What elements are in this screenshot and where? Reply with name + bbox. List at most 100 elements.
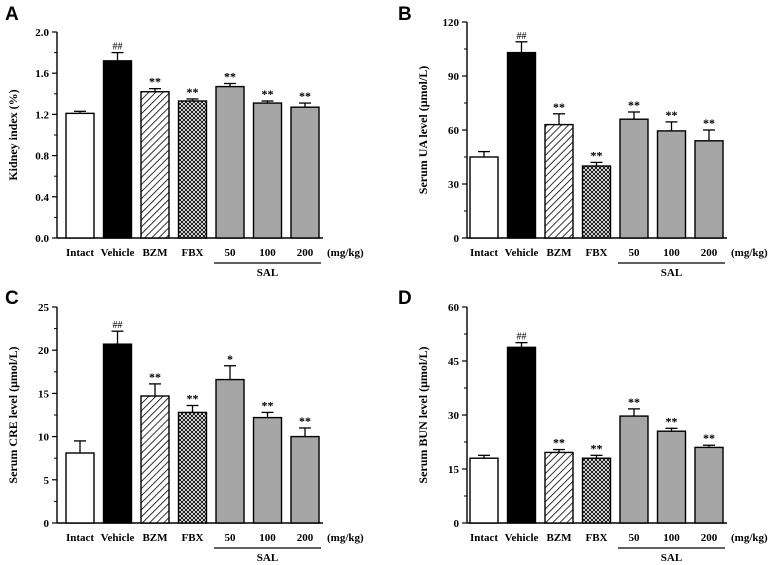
y-tick-label: 15 — [448, 464, 460, 476]
y-tick-label: 0.0 — [35, 233, 49, 245]
bar-200 — [290, 106, 320, 239]
category-label: Vehicle — [101, 532, 135, 544]
group-label: SAL — [661, 267, 682, 279]
significance-label: ** — [553, 100, 565, 114]
category-label: Intact — [66, 532, 94, 544]
y-axis-title: Serum UA level (μmol/L) — [416, 66, 430, 194]
bar-fbx — [581, 457, 612, 524]
significance-label: ## — [517, 31, 527, 42]
significance-label: * — [227, 352, 233, 366]
bar-intact — [65, 452, 95, 524]
y-axis-title: Serum BUN level (μmol/L) — [416, 346, 430, 483]
category-label: 100 — [259, 532, 276, 544]
bar-100 — [656, 130, 687, 239]
bar-bzm — [544, 451, 574, 524]
y-axis-title: Serum CRE level (μmol/L) — [6, 346, 20, 483]
y-tick-label: 5 — [44, 475, 50, 487]
group-label: SAL — [257, 552, 278, 564]
significance-label: ** — [299, 89, 311, 103]
panel-c: C Serum CRE level (μmol/L) 0 5 10 15 20 25 Intac… — [5, 288, 364, 564]
bar-bzm — [140, 395, 170, 524]
bar-bzm — [544, 123, 574, 239]
bar-fbx — [177, 411, 208, 524]
significance-label: ** — [591, 441, 603, 455]
significance-label: ** — [299, 414, 311, 428]
category-label: 100 — [663, 532, 680, 544]
y-tick-label: 90 — [448, 71, 460, 83]
category-label: FBX — [586, 532, 608, 544]
y-tick-label: 0 — [454, 518, 460, 530]
category-label: BZM — [546, 532, 572, 544]
significance-label: ** — [187, 85, 199, 99]
bar-200 — [290, 435, 320, 524]
category-label: FBX — [586, 247, 608, 259]
category-label: Intact — [470, 532, 498, 544]
y-axis-title: Kidney index (%) — [6, 89, 20, 180]
significance-label: ** — [703, 116, 715, 130]
bar-fbx — [581, 165, 612, 239]
significance-label: ** — [262, 398, 274, 412]
category-label: Intact — [470, 247, 498, 259]
unit-label: (mg/kg) — [327, 532, 364, 544]
significance-label: ** — [628, 395, 640, 409]
category-label: Vehicle — [101, 247, 135, 259]
unit-label: (mg/kg) — [731, 532, 768, 544]
significance-label: ** — [628, 98, 640, 112]
bar-bzm — [140, 91, 170, 239]
bar-vehicle — [102, 343, 133, 524]
category-label: 50 — [629, 532, 641, 544]
bar-intact — [469, 457, 499, 524]
group-label: SAL — [257, 267, 278, 279]
bar-200 — [694, 140, 724, 239]
bar-100 — [252, 416, 283, 524]
significance-label: ** — [666, 108, 678, 122]
significance-label: ** — [224, 70, 236, 84]
y-tick-label: 0.4 — [35, 192, 49, 204]
category-label: 200 — [701, 532, 718, 544]
y-tick-label: 15 — [38, 388, 50, 400]
panel-letter: C — [5, 288, 19, 309]
category-label: 200 — [297, 247, 314, 259]
y-tick-label: 0 — [44, 518, 50, 530]
category-label: 200 — [297, 532, 314, 544]
bar-100 — [252, 102, 283, 239]
significance-label: ** — [666, 414, 678, 428]
panel-letter: D — [398, 288, 412, 309]
bar-vehicle — [506, 346, 537, 524]
significance-label: ** — [187, 391, 199, 405]
significance-label: ** — [591, 148, 603, 162]
y-tick-label: 25 — [38, 302, 50, 314]
y-tick-label: 60 — [448, 302, 460, 314]
category-label: FBX — [182, 532, 204, 544]
bar-100 — [656, 430, 687, 524]
significance-label: ## — [517, 332, 527, 343]
y-tick-label: 10 — [38, 432, 50, 444]
panel-letter: A — [5, 4, 19, 25]
category-label: FBX — [182, 247, 204, 259]
category-label: 50 — [629, 247, 641, 259]
category-label: Vehicle — [505, 532, 539, 544]
y-tick-label: 1.6 — [35, 68, 49, 80]
y-tick-label: 30 — [448, 410, 460, 422]
y-tick-label: 0 — [454, 233, 460, 245]
category-label: 50 — [225, 247, 237, 259]
significance-label: ** — [553, 436, 565, 450]
panel-letter: B — [398, 4, 412, 25]
significance-label: ## — [113, 320, 123, 331]
panel-d: D Serum BUN level (μmol/L) 0 15 30 45 60 Intact… — [398, 288, 768, 564]
category-label: 100 — [259, 247, 276, 259]
bar-50 — [619, 118, 649, 239]
significance-label: ** — [149, 370, 161, 384]
bar-fbx — [177, 100, 208, 239]
group-label: SAL — [661, 552, 682, 564]
significance-label: ** — [149, 75, 161, 89]
category-label: BZM — [142, 532, 168, 544]
significance-label: ## — [113, 42, 123, 53]
y-tick-label: 0.8 — [35, 151, 49, 163]
bar-50 — [619, 415, 649, 524]
y-tick-label: 20 — [38, 345, 50, 357]
panel-b: B Serum UA level (μmol/L) 0 30 60 90 120 Intact… — [398, 4, 768, 279]
category-label: BZM — [142, 247, 168, 259]
unit-label: (mg/kg) — [731, 247, 768, 259]
